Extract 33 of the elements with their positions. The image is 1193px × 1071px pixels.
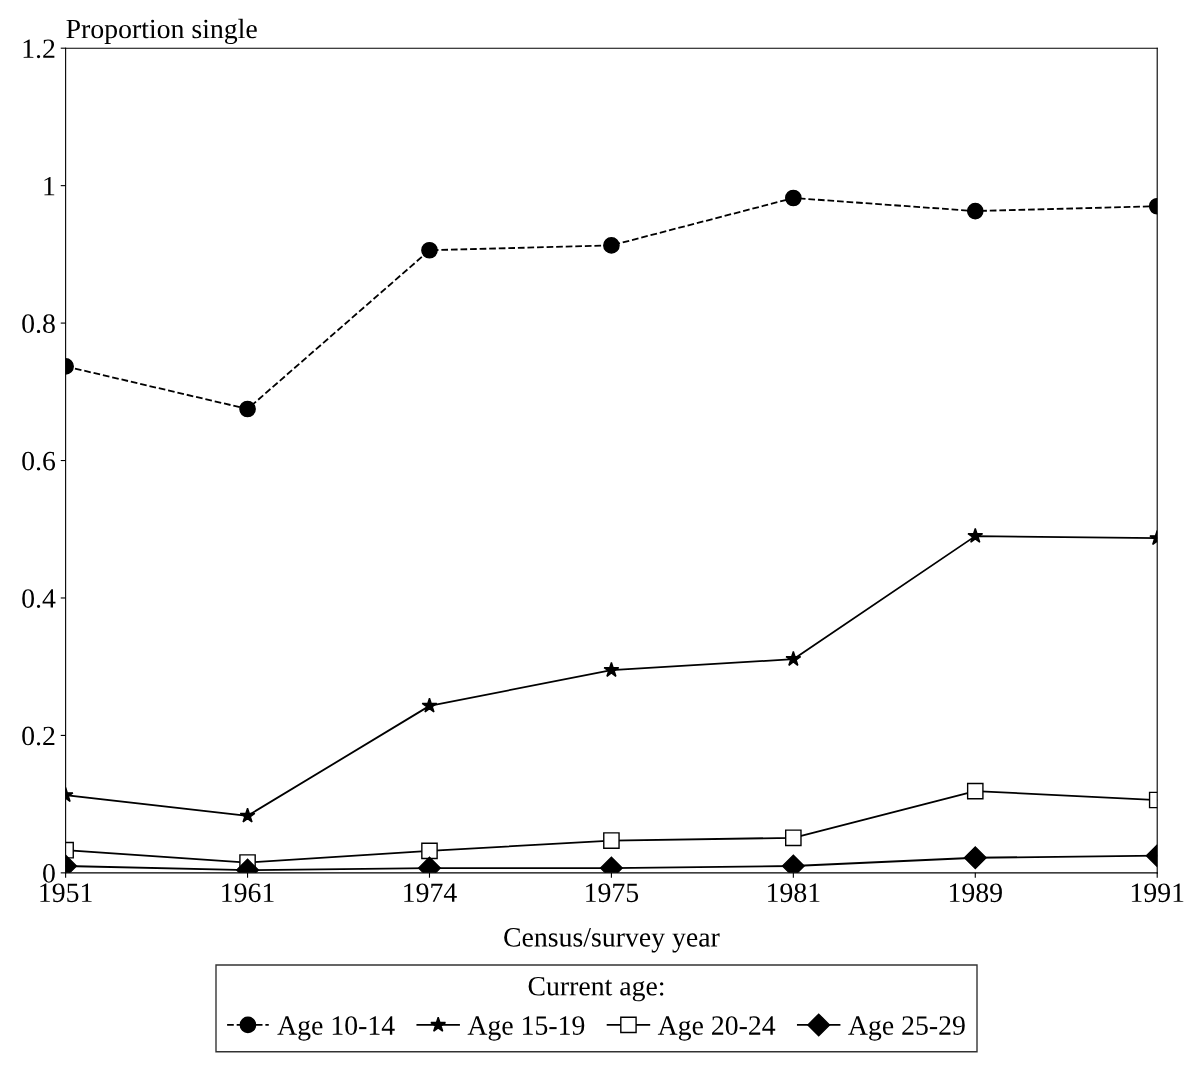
x-tick-label: 1951 — [40, 883, 92, 903]
y-tick-label: 0.6 — [22, 451, 56, 471]
y-axis-title: Proportion single — [66, 18, 257, 45]
point — [603, 832, 620, 849]
point — [603, 661, 620, 678]
y-tick-label: 1.2 — [23, 39, 55, 59]
point — [966, 202, 984, 220]
y-tick-label: 0.4 — [22, 589, 56, 609]
legend-label: Age 10-14 — [277, 1016, 395, 1041]
point — [421, 842, 438, 860]
y-tick-label: 0.2 — [22, 726, 55, 746]
y-tick-label: 1 — [44, 176, 55, 196]
y-tick-label: 0 — [43, 864, 55, 883]
point — [785, 650, 802, 667]
x-axis-title: Census/survey year — [504, 928, 720, 953]
x-tick-label: 1981 — [768, 883, 820, 903]
legend-label: Age 20-24 — [657, 1016, 776, 1041]
legend-label: Age 15-19 — [467, 1016, 585, 1041]
x-tick-label: 1975 — [586, 883, 639, 903]
y-tick-label: 0.8 — [22, 314, 55, 334]
x-tick-label: 1974 — [404, 883, 457, 903]
point — [785, 189, 802, 207]
point — [785, 829, 802, 847]
point — [967, 527, 984, 544]
point — [421, 241, 438, 259]
legend-label: Age 25-29 — [848, 1016, 965, 1041]
x-tick-label: 1989 — [949, 883, 1002, 903]
legend-title: Current age: — [528, 976, 664, 1002]
x-tick-label: 1991 — [1131, 883, 1184, 903]
point — [421, 697, 438, 713]
point — [603, 237, 620, 254]
point — [966, 782, 984, 800]
x-tick-label: 1961 — [222, 883, 274, 903]
